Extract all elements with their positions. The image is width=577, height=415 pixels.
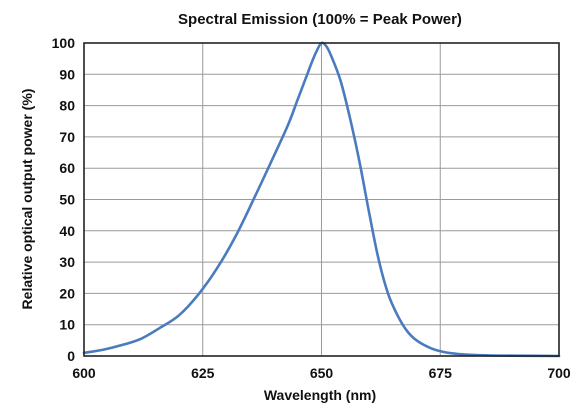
y-tick-label: 100 (52, 35, 76, 51)
x-axis-label: Wavelength (nm) (264, 387, 376, 403)
y-tick-label: 0 (67, 348, 75, 364)
y-tick-label: 70 (59, 129, 75, 145)
x-tick-label: 600 (72, 365, 96, 381)
x-axis-ticks: 600 625 650 675 700 (72, 365, 571, 381)
y-tick-label: 20 (59, 285, 75, 301)
y-tick-label: 40 (59, 223, 75, 239)
y-tick-label: 60 (59, 160, 75, 176)
x-tick-label: 650 (310, 365, 334, 381)
x-tick-label: 675 (429, 365, 453, 381)
y-tick-label: 90 (59, 66, 75, 82)
y-axis-ticks: 0 10 20 30 40 50 60 70 80 90 100 (52, 35, 76, 364)
x-tick-label: 700 (547, 365, 571, 381)
y-tick-label: 80 (59, 98, 75, 114)
x-tick-label: 625 (191, 365, 215, 381)
plot-area-frame (83, 42, 560, 357)
chart-title: Spectral Emission (100% = Peak Power) (178, 11, 462, 28)
y-tick-label: 50 (59, 192, 75, 208)
y-tick-label: 30 (59, 254, 75, 270)
y-axis-label: Relative optical output power (%) (19, 89, 35, 310)
y-tick-label: 10 (59, 317, 75, 333)
grid-lines (83, 42, 560, 357)
